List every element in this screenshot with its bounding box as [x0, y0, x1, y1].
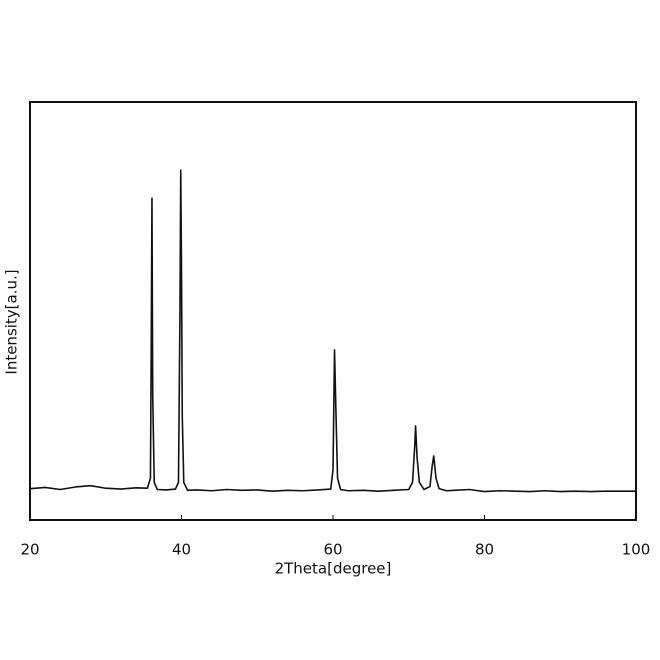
y-axis-label: Intensity[a.u.]	[3, 269, 21, 374]
x-tick-label: 60	[323, 541, 342, 559]
xrd-pattern	[29, 169, 636, 493]
x-tick-label: 100	[622, 541, 651, 559]
x-tick-label: 20	[20, 541, 39, 559]
x-axis-label: 2Theta[degree]	[275, 560, 392, 578]
x-tick-label: 40	[172, 541, 191, 559]
x-tick-label: 80	[475, 541, 494, 559]
